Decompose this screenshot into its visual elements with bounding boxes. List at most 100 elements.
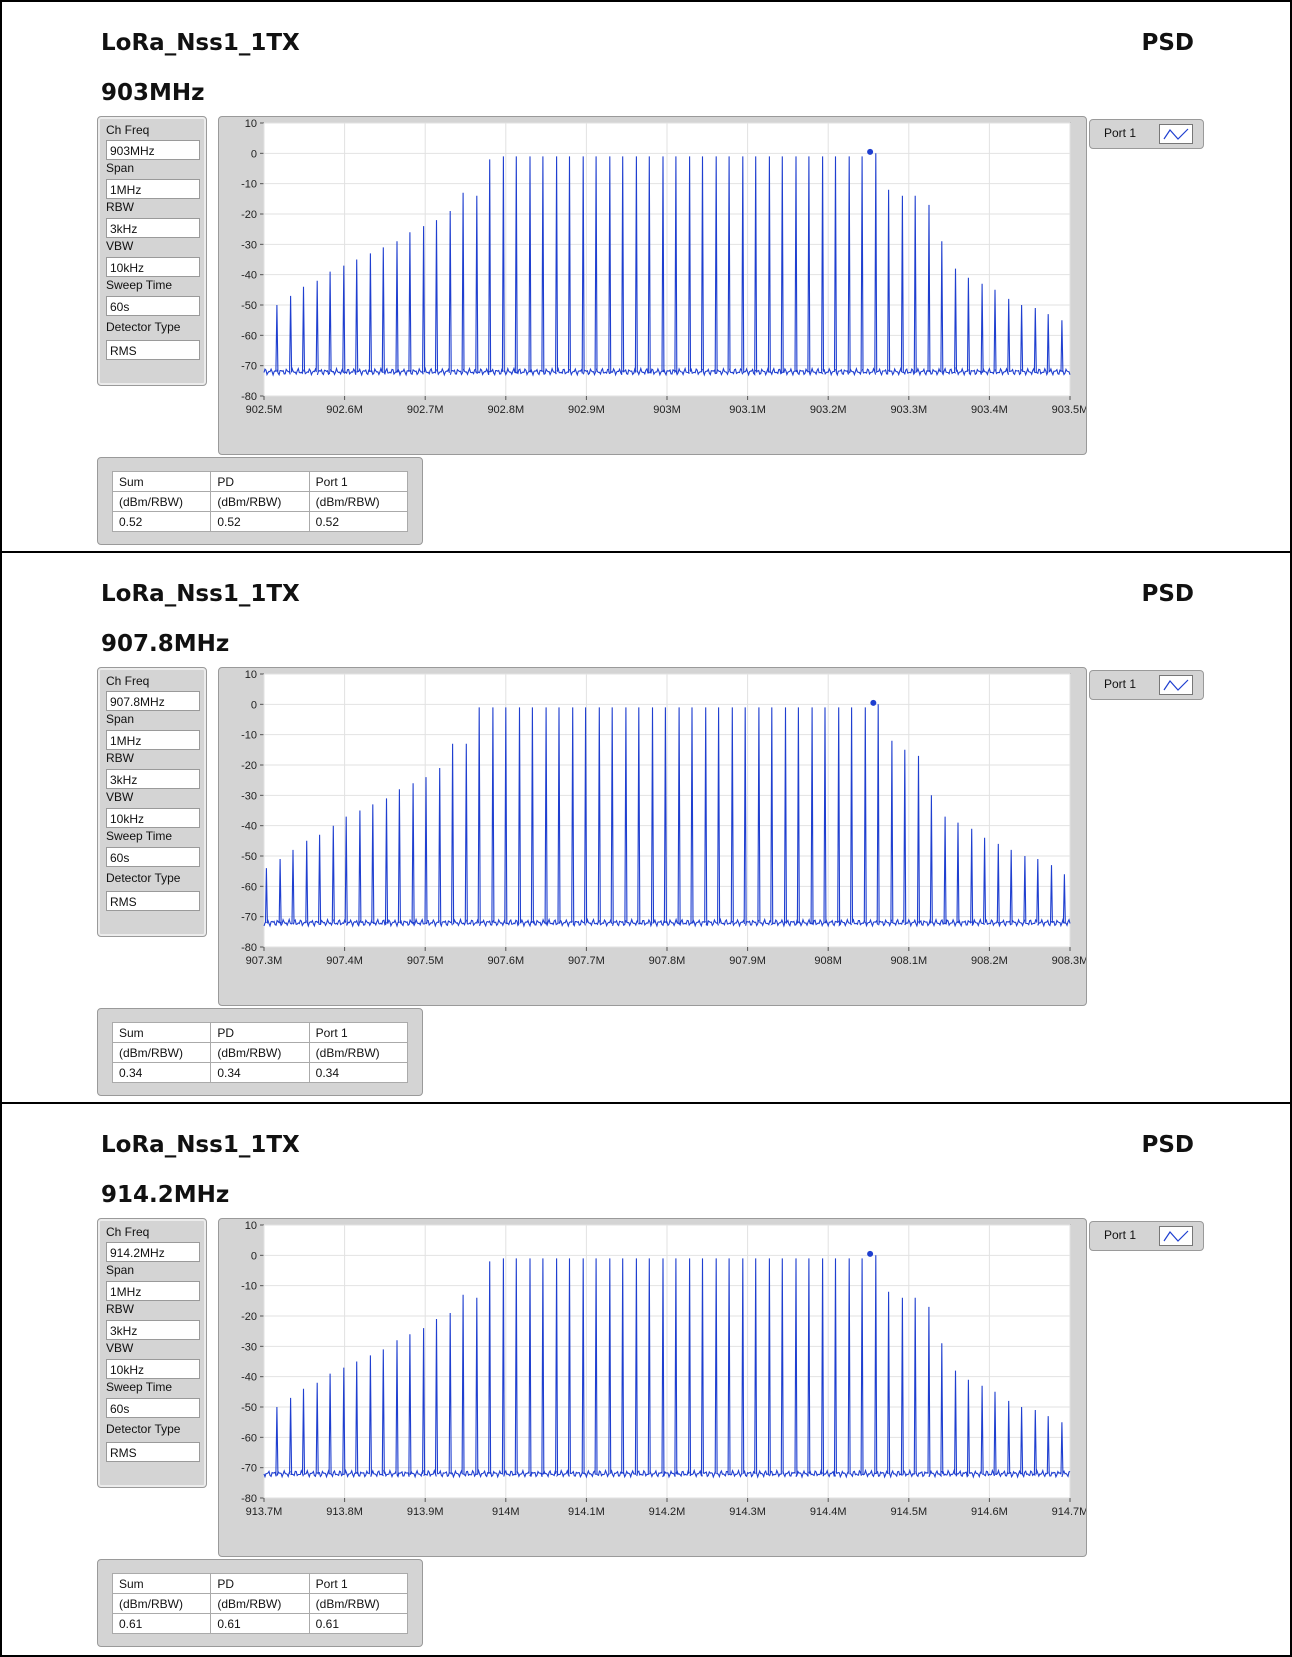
x-tick-label: 914.4M [810, 1506, 847, 1518]
y-tick-label: -10 [241, 730, 257, 742]
measure-label: PSD [1141, 581, 1194, 607]
ch-freq-label: Ch Freq [106, 1225, 150, 1239]
x-tick-label: 914.1M [568, 1506, 605, 1518]
results-value: 0.61 [111, 1613, 212, 1634]
peak-marker [870, 699, 877, 706]
span-label: Span [106, 1263, 135, 1277]
vbw-field[interactable]: 10kHz [106, 257, 200, 277]
x-tick-label: 908.2M [971, 955, 1008, 967]
x-tick-label: 902.7M [407, 404, 444, 416]
results-value: 0.34 [111, 1062, 212, 1083]
detector-type-field[interactable]: RMS [106, 340, 200, 360]
y-tick-label: 0 [251, 1250, 257, 1262]
peak-marker [867, 1250, 874, 1257]
x-tick-label: 907.7M [568, 955, 605, 967]
psd-panel-3: LoRa_Nss1_1TX PSD 914.2MHz Ch Freq 914.2… [2, 1102, 1290, 1653]
x-tick-label: 913.7M [246, 1506, 283, 1518]
y-tick-label: 0 [251, 699, 257, 711]
x-tick-label: 902.5M [246, 404, 283, 416]
spectrum-line [263, 704, 1071, 928]
y-tick-label: 0 [251, 148, 257, 160]
results-header: Port 1 [308, 1022, 409, 1043]
results-unit: (dBm/RBW) [111, 1042, 212, 1063]
rbw-label: RBW [106, 1302, 134, 1316]
results-value: 0.52 [210, 511, 310, 532]
x-tick-label: 903.1M [729, 404, 766, 416]
results-box: Sum PD Port 1 (dBm/RBW) (dBm/RBW) (dBm/R… [97, 457, 423, 545]
x-tick-label: 903.2M [810, 404, 847, 416]
y-tick-label: -70 [241, 1463, 257, 1475]
ch-freq-field[interactable]: 914.2MHz [106, 1242, 200, 1262]
sweep-time-field[interactable]: 60s [106, 847, 200, 867]
x-tick-label: 914.5M [890, 1506, 927, 1518]
y-tick-label: -70 [241, 912, 257, 924]
psd-graph: 10 0 -10 -20 -30 -40 -50 -60 -70 -80 913.7M 913.8M 9… [218, 1218, 1088, 1557]
vbw-field[interactable]: 10kHz [106, 1359, 200, 1379]
results-unit: (dBm/RBW) [308, 1042, 409, 1063]
channel-frequency: 907.8MHz [101, 631, 230, 657]
results-header: PD [210, 1022, 310, 1043]
ch-freq-label: Ch Freq [106, 674, 150, 688]
panel-title: LoRa_Nss1_1TX [101, 1132, 300, 1158]
channel-frequency: 914.2MHz [101, 1182, 230, 1208]
results-table: Sum PD Port 1 (dBm/RBW) (dBm/RBW) (dBm/R… [111, 1022, 409, 1083]
span-field[interactable]: 1MHz [106, 1281, 200, 1301]
y-tick-label: -30 [241, 790, 257, 802]
results-unit: (dBm/RBW) [210, 1042, 310, 1063]
y-tick-label: -50 [241, 300, 257, 312]
measure-label: PSD [1141, 1132, 1194, 1158]
sweep-time-label: Sweep Time [106, 1380, 173, 1394]
legend-label: Port 1 [1104, 677, 1137, 691]
rbw-field[interactable]: 3kHz [106, 769, 200, 789]
settings-box: Ch Freq 914.2MHz Span 1MHz RBW 3kHz VBW … [97, 1218, 207, 1488]
x-tick-label: 907.6M [487, 955, 524, 967]
x-tick-label: 903.4M [971, 404, 1008, 416]
y-tick-label: -10 [241, 179, 257, 191]
sweep-time-field[interactable]: 60s [106, 1398, 200, 1418]
panel-title: LoRa_Nss1_1TX [101, 581, 300, 607]
rbw-field[interactable]: 3kHz [106, 218, 200, 238]
plot-legend[interactable]: Port 1 [1089, 1221, 1204, 1251]
spectrum-line [263, 153, 1071, 377]
peak-marker [867, 148, 874, 155]
ch-freq-field[interactable]: 907.8MHz [106, 691, 200, 711]
x-tick-label: 902.9M [568, 404, 605, 416]
y-tick-label: -70 [241, 361, 257, 373]
detector-type-field[interactable]: RMS [106, 1442, 200, 1462]
x-tick-label: 907.5M [407, 955, 444, 967]
x-tick-label: 907.3M [246, 955, 283, 967]
x-tick-label: 903M [653, 404, 681, 416]
rbw-field[interactable]: 3kHz [106, 1320, 200, 1340]
plot-legend[interactable]: Port 1 [1089, 670, 1204, 700]
y-tick-label: 10 [245, 669, 257, 681]
span-field[interactable]: 1MHz [106, 730, 200, 750]
results-header: PD [210, 471, 310, 492]
results-header: Port 1 [308, 1573, 409, 1594]
results-header: Sum [111, 1022, 212, 1043]
results-box: Sum PD Port 1 (dBm/RBW) (dBm/RBW) (dBm/R… [97, 1008, 423, 1096]
results-unit: (dBm/RBW) [111, 1593, 212, 1614]
results-header: Sum [111, 471, 212, 492]
ch-freq-label: Ch Freq [106, 123, 150, 137]
sweep-time-label: Sweep Time [106, 278, 173, 292]
vbw-field[interactable]: 10kHz [106, 808, 200, 828]
span-field[interactable]: 1MHz [106, 179, 200, 199]
results-header: PD [210, 1573, 310, 1594]
results-value: 0.34 [308, 1062, 409, 1083]
ch-freq-field[interactable]: 903MHz [106, 140, 200, 160]
y-tick-label: -60 [241, 330, 257, 342]
detector-type-field[interactable]: RMS [106, 891, 200, 911]
legend-label: Port 1 [1104, 126, 1137, 140]
plot-legend[interactable]: Port 1 [1089, 119, 1204, 149]
results-unit: (dBm/RBW) [210, 491, 310, 512]
y-tick-label: -50 [241, 1402, 257, 1414]
sweep-time-label: Sweep Time [106, 829, 173, 843]
y-tick-label: -20 [241, 1311, 257, 1323]
sweep-time-field[interactable]: 60s [106, 296, 200, 316]
results-value: 0.61 [308, 1613, 409, 1634]
y-tick-label: 10 [245, 1220, 257, 1232]
